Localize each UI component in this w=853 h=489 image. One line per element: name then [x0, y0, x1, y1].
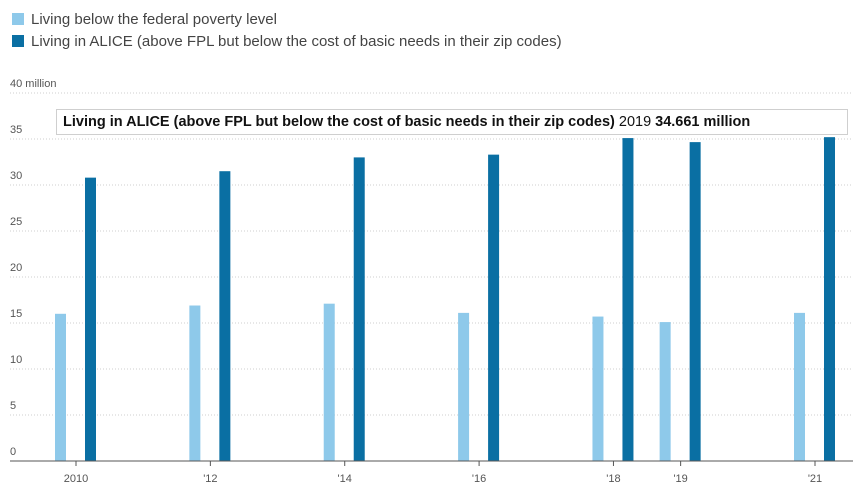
y-tick-label: 20 — [10, 262, 22, 274]
bar-alice — [353, 157, 365, 461]
y-tick-label: 35 — [10, 124, 22, 136]
y-tick-label: 5 — [10, 400, 16, 412]
x-tick-label: '12 — [203, 473, 217, 485]
bar-poverty — [323, 303, 335, 461]
chart-tooltip: Living in ALICE (above FPL but below the… — [56, 109, 848, 135]
tooltip-year: 2019 — [618, 114, 652, 130]
y-tick-label: 0 — [10, 446, 16, 458]
y-tick-label: 15 — [10, 308, 22, 320]
legend-swatch-poverty — [12, 13, 24, 25]
bar-alice — [488, 154, 500, 461]
x-tick-label: '21 — [808, 473, 822, 485]
legend-label-alice: Living in ALICE (above FPL but below the… — [31, 32, 562, 50]
bar-alice — [824, 137, 835, 461]
bar-alice — [85, 177, 96, 461]
legend-item-poverty[interactable]: Living below the federal poverty level — [12, 8, 562, 30]
y-tick-label: 25 — [10, 216, 22, 228]
y-tick-label: 30 — [10, 170, 22, 182]
x-tick-label: '18 — [606, 473, 620, 485]
y-tick-label: 10 — [10, 354, 22, 366]
x-tick-label: '19 — [673, 473, 687, 485]
bar-alice — [689, 142, 701, 461]
bar-alice — [219, 171, 231, 461]
tooltip-value: 34.661 million — [655, 114, 751, 130]
x-tick-label: '14 — [338, 473, 352, 485]
bar-alice — [622, 138, 634, 461]
legend-label-poverty: Living below the federal poverty level — [31, 10, 277, 28]
legend-swatch-alice — [12, 35, 24, 47]
legend: Living below the federal poverty level L… — [12, 8, 562, 52]
bar-poverty — [794, 312, 805, 461]
bar-poverty — [659, 322, 671, 461]
bar-poverty — [189, 305, 201, 461]
tooltip-series-label: Living in ALICE (above FPL but below the… — [63, 114, 615, 130]
x-tick-label: 2010 — [64, 473, 88, 485]
x-tick-label: '16 — [472, 473, 486, 485]
bar-poverty — [55, 313, 66, 461]
y-tick-label: 40 million — [10, 78, 56, 90]
bar-poverty — [458, 312, 470, 461]
legend-item-alice[interactable]: Living in ALICE (above FPL but below the… — [12, 30, 562, 52]
bar-poverty — [592, 316, 604, 461]
